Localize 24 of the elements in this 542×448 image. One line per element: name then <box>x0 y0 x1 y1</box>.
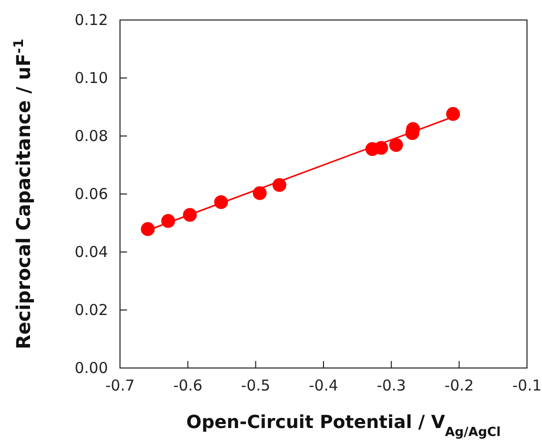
y-tick-label: 0.10 <box>74 68 108 87</box>
x-tick-label: -0.1 <box>512 376 542 395</box>
x-tick-label: -0.2 <box>444 376 474 395</box>
point <box>252 186 267 200</box>
y-tick-label: 0.06 <box>74 184 108 203</box>
y-tick-label: 0.04 <box>74 242 108 261</box>
x-tick-label: -0.7 <box>105 376 135 395</box>
point <box>182 208 197 222</box>
y-tick-label: 0.12 <box>74 10 108 29</box>
y-tick-label: 0.00 <box>74 358 108 377</box>
point <box>214 195 228 210</box>
point <box>272 178 286 192</box>
point <box>140 222 155 236</box>
x-tick-label: -0.4 <box>308 376 338 395</box>
x-tick-label: -0.5 <box>241 376 270 395</box>
y-tick-label: 0.08 <box>74 126 108 145</box>
point <box>161 214 176 228</box>
y-tick-label: 0.02 <box>74 300 108 319</box>
point <box>389 138 403 152</box>
x-tick-label: -0.6 <box>173 376 202 395</box>
x-axis-title: Open-Circuit Potential / V$_{Ag/AgCl}$ <box>186 412 501 438</box>
x-tick-label: -0.3 <box>376 376 406 395</box>
point <box>446 107 460 121</box>
point <box>374 140 388 155</box>
